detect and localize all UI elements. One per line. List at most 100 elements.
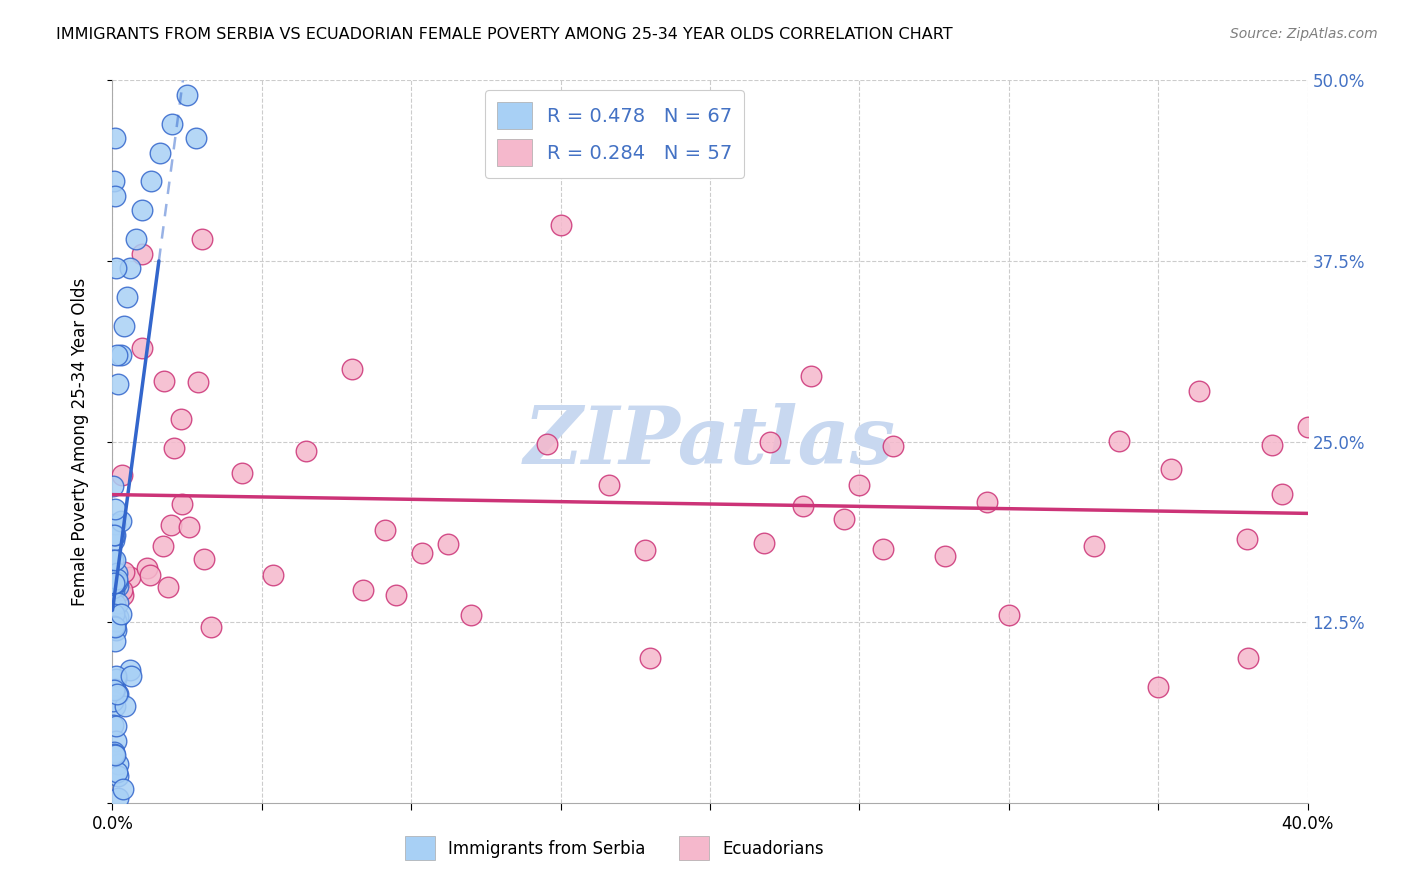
Point <box>104 517 127 532</box>
Point <box>111 781 134 796</box>
Point <box>1108 434 1130 448</box>
Point <box>105 765 128 780</box>
Point <box>104 633 127 648</box>
Point <box>460 607 482 622</box>
Point <box>193 552 215 566</box>
Point <box>536 437 558 451</box>
Point <box>114 318 135 333</box>
Point <box>105 574 128 589</box>
Point <box>262 568 284 582</box>
Point <box>120 663 142 677</box>
Point <box>1236 532 1258 546</box>
Point <box>103 682 125 697</box>
Point <box>131 203 153 218</box>
Point <box>104 553 127 567</box>
Point <box>104 747 127 762</box>
Point <box>411 546 433 560</box>
Point <box>101 479 124 493</box>
Point <box>934 549 956 563</box>
Point <box>117 290 139 304</box>
Point <box>1296 420 1319 434</box>
Point <box>103 747 125 761</box>
Point <box>114 698 136 713</box>
Point <box>752 536 775 550</box>
Point <box>104 189 127 203</box>
Point <box>179 519 201 533</box>
Point <box>848 478 870 492</box>
Point <box>186 375 208 389</box>
Point <box>125 232 148 246</box>
Point <box>103 582 125 597</box>
Point <box>191 232 214 246</box>
Point <box>104 614 127 628</box>
Point <box>186 131 208 145</box>
Point <box>101 694 124 708</box>
Point <box>104 501 127 516</box>
Point <box>1188 384 1211 398</box>
Point <box>107 609 129 624</box>
Point <box>103 528 125 542</box>
Point <box>976 495 998 509</box>
Point <box>104 528 127 542</box>
Point <box>104 575 127 590</box>
Point <box>107 596 129 610</box>
Point <box>103 533 125 547</box>
Point <box>105 348 128 362</box>
Point <box>1261 438 1284 452</box>
Point <box>170 411 193 425</box>
Point <box>152 375 174 389</box>
Point <box>110 607 132 622</box>
Point <box>104 131 127 145</box>
Point <box>103 745 125 759</box>
Point <box>112 565 135 579</box>
Point <box>634 543 657 558</box>
Point <box>101 582 124 596</box>
Point <box>640 651 662 665</box>
Point <box>103 174 125 188</box>
Point <box>107 579 129 593</box>
Point <box>104 699 127 714</box>
Point <box>162 117 183 131</box>
Point <box>103 553 125 567</box>
Point <box>834 511 856 525</box>
Point <box>170 497 193 511</box>
Point <box>104 669 127 683</box>
Point <box>111 583 134 598</box>
Point <box>882 439 904 453</box>
Point <box>103 718 125 732</box>
Point <box>110 514 132 528</box>
Point <box>352 582 374 597</box>
Point <box>800 369 823 384</box>
Point <box>105 261 128 276</box>
Point <box>111 468 134 483</box>
Point <box>120 261 142 276</box>
Point <box>107 757 129 772</box>
Point <box>103 607 125 621</box>
Point <box>1237 651 1260 665</box>
Point <box>231 466 253 480</box>
Text: IMMIGRANTS FROM SERBIA VS ECUADORIAN FEMALE POVERTY AMONG 25-34 YEAR OLDS CORREL: IMMIGRANTS FROM SERBIA VS ECUADORIAN FEM… <box>56 27 953 42</box>
Point <box>340 362 363 376</box>
Point <box>110 348 132 362</box>
Point <box>139 568 162 582</box>
Point <box>105 566 128 580</box>
Point <box>107 687 129 701</box>
Point <box>200 620 222 634</box>
Point <box>872 541 894 556</box>
Point <box>1271 487 1294 501</box>
Point <box>141 174 163 188</box>
Point <box>149 145 172 160</box>
Point <box>374 523 396 537</box>
Point <box>105 687 128 701</box>
Point <box>104 672 127 686</box>
Point <box>104 619 127 633</box>
Point <box>1083 539 1105 553</box>
Point <box>160 518 183 533</box>
Point <box>131 246 153 260</box>
Point <box>103 575 125 590</box>
Point <box>118 570 141 584</box>
Point <box>105 572 128 586</box>
Point <box>107 769 129 783</box>
Point <box>104 597 127 611</box>
Point <box>385 588 408 602</box>
